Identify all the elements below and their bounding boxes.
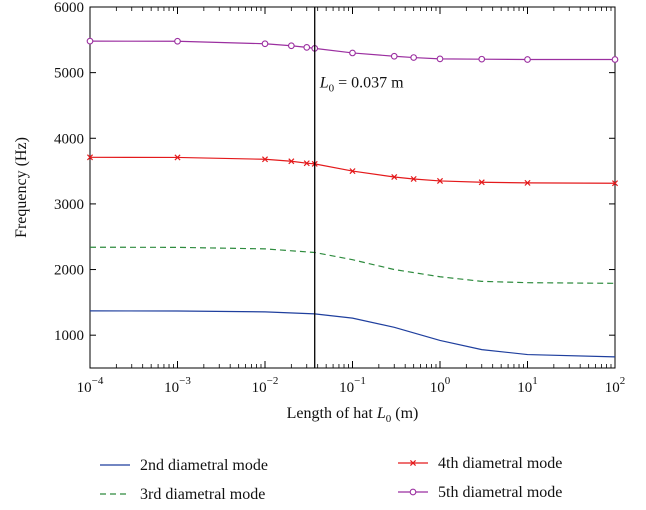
series-3-point xyxy=(524,179,531,186)
legend-marker xyxy=(409,488,417,496)
legend-label: 2nd diametral mode xyxy=(140,457,268,474)
y-tick-label: 5000 xyxy=(54,66,84,82)
y-tick-label: 3000 xyxy=(54,197,84,213)
annotation-layer: L0 = 0.037 m xyxy=(314,7,404,368)
x-tick-label: 101 xyxy=(517,375,538,396)
series-line-2 xyxy=(89,246,616,284)
series-3-point xyxy=(303,160,310,167)
series-layer xyxy=(86,37,619,358)
series-4-point xyxy=(611,56,619,63)
series-4-point xyxy=(287,42,295,50)
y-tick-label: 1000 xyxy=(54,328,84,344)
x-axis-title: Length of hat L0 (m) xyxy=(287,405,419,425)
series-3-point xyxy=(349,168,356,175)
annotation-label: L0 = 0.037 m xyxy=(319,74,404,94)
series-4-point xyxy=(303,44,311,51)
series-4-point xyxy=(349,49,356,57)
legend-label: 5th diametral mode xyxy=(438,484,562,501)
legend-marker xyxy=(409,459,417,467)
legend: 2nd diametral mode 3rd diametral mode 4th … xyxy=(100,455,562,503)
series-3-point xyxy=(410,175,417,182)
legend-entry-3: 4th diametral mode xyxy=(398,455,562,472)
legend-entry-2: 3rd diametral mode xyxy=(100,486,265,503)
x-tick-label: 10−3 xyxy=(164,375,191,396)
series-4-point xyxy=(174,37,181,45)
series-4-point xyxy=(390,52,398,60)
series-3-point xyxy=(86,154,94,161)
series-3-point xyxy=(478,179,485,186)
series-4-point xyxy=(524,56,531,63)
series-3-point xyxy=(288,158,295,165)
y-tick-label: 6000 xyxy=(54,0,84,16)
series-4-point xyxy=(86,37,94,45)
legend-label: 4th diametral mode xyxy=(438,455,562,472)
series-4-point xyxy=(261,40,269,48)
series-3-point xyxy=(436,177,444,184)
x-tick-label: 100 xyxy=(430,375,451,396)
legend-entry-1: 2nd diametral mode xyxy=(100,457,268,474)
series-3-point xyxy=(611,180,619,187)
plot-area-border xyxy=(89,6,616,369)
series-4-point xyxy=(478,55,486,63)
legend-label: 3rd diametral mode xyxy=(140,486,265,503)
series-3-point xyxy=(174,154,181,161)
x-tick-label: 10−2 xyxy=(252,375,279,396)
x-tick-label: 10−4 xyxy=(77,375,104,396)
y-tick-label: 2000 xyxy=(54,263,84,279)
x-tick-label: 102 xyxy=(605,375,626,396)
series-3-point xyxy=(391,173,398,181)
legend-entry-4: 5th diametral mode xyxy=(398,484,562,501)
axes-layer: 1000 2000 3000 4000 5000 6000 10−4 10−3 10−2 10−1… xyxy=(13,0,625,425)
plot-frame xyxy=(89,6,616,369)
series-4-point xyxy=(410,54,418,61)
series-4-point xyxy=(436,55,444,63)
x-tick-label: 10−1 xyxy=(339,375,366,396)
series-line-1 xyxy=(89,310,616,358)
series-3-point xyxy=(261,156,269,163)
y-tick-label: 4000 xyxy=(54,131,84,147)
y-axis-title: Frequency (Hz) xyxy=(13,137,30,238)
